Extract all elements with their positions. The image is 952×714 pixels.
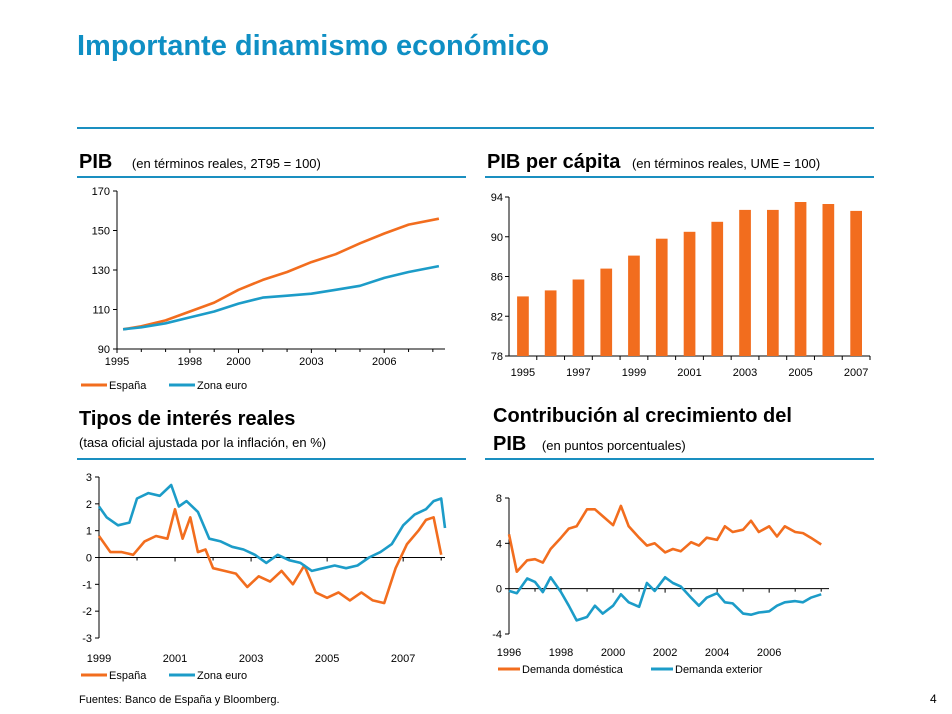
contrib-x-tick-label: 1998 <box>549 647 573 659</box>
pib-x-tick-label: 1998 <box>178 356 202 368</box>
contrib-x-tick-label: 2002 <box>653 647 677 659</box>
pib-pc-bar <box>544 290 557 356</box>
pib-pc-x-tick-label: 2005 <box>788 367 812 379</box>
pib-pc-subtitle: (en términos reales, UME = 100) <box>631 156 821 171</box>
pib-panel-title: PIB (en términos reales, 2T95 = 100) <box>79 151 321 174</box>
tipos-x-tick-label: 2001 <box>163 653 187 665</box>
tipos-y-tick-label: -3 <box>82 633 92 645</box>
pib-pc-title: PIB per cápita <box>487 151 621 173</box>
tipos-y-tick-label: 1 <box>86 526 92 538</box>
tipos-title: Tipos de interés reales <box>79 408 296 430</box>
tipos-x-tick-label: 2005 <box>315 653 339 665</box>
pib-x-tick-label: 1995 <box>105 356 129 368</box>
pib-pc-bar <box>517 296 529 356</box>
contrib-x-tick-label: 2004 <box>705 647 729 659</box>
pib-subtitle: (en términos reales, 2T95 = 100) <box>131 156 321 171</box>
pib-pc-bar <box>711 221 724 356</box>
pib-pc-x-tick-label: 2001 <box>677 367 701 379</box>
contrib-series-b-line <box>508 575 822 622</box>
contrib-divider <box>485 458 874 460</box>
pib-pc-y-tick-label: 78 <box>491 351 503 363</box>
contrib-x-tick-label: 1996 <box>497 647 521 659</box>
pib-y-tick-label: 110 <box>92 305 110 317</box>
pib-pc-y-tick-label: 90 <box>491 232 503 244</box>
tipos-y-tick-label: -1 <box>82 579 92 591</box>
contrib-y-tick-label: 0 <box>496 584 502 596</box>
pib-pc-bar <box>822 204 835 356</box>
pib-y-tick-label: 170 <box>92 186 110 198</box>
pib-y-tick-label: 130 <box>92 265 110 277</box>
pib-pc-x-tick-label: 2003 <box>733 367 757 379</box>
pib-pc-y-tick-label: 86 <box>491 272 503 284</box>
pib-pc-bar <box>572 279 585 356</box>
pib-divider <box>77 176 466 178</box>
pib-pc-x-tick-label: 2007 <box>844 367 868 379</box>
tipos-x-tick-label: 1999 <box>87 653 111 665</box>
pib-series-b-line <box>122 264 440 331</box>
tipos-legend-label: Zona euro <box>197 670 247 682</box>
contrib-legend-label: Demanda doméstica <box>522 664 624 676</box>
pib-x-tick-label: 2006 <box>372 356 396 368</box>
contrib-title-line2: PIB (en puntos porcentuales) <box>493 433 686 456</box>
pib-pc-bar <box>794 202 807 356</box>
page-title: Importante dinamismo económico <box>77 30 550 62</box>
pib-y-tick-label: 150 <box>92 226 110 238</box>
tipos-legend-label: España <box>109 670 147 682</box>
pib-pc-bar <box>850 210 862 356</box>
tipos-series-a-line <box>97 507 443 605</box>
contrib-legend-label: Demanda exterior <box>675 664 763 676</box>
contrib-y-tick-label: 8 <box>496 493 502 505</box>
pib-legend-label: Zona euro <box>197 380 247 392</box>
tipos-subtitle: (tasa oficial ajustada por la inflación,… <box>79 435 327 450</box>
pib-legend-label: España <box>109 380 147 392</box>
title-divider <box>77 127 874 129</box>
source-note: Fuentes: Banco de España y Bloomberg. <box>79 694 280 706</box>
tipos-y-tick-label: 2 <box>86 499 92 511</box>
pib-pc-bar <box>600 268 613 356</box>
pib-pc-panel-title: PIB per cápita (en términos reales, UME … <box>487 151 820 174</box>
tipos-y-tick-label: 0 <box>86 553 92 565</box>
pib-pc-bar <box>683 231 696 356</box>
contrib-y-tick-label: 4 <box>496 538 502 550</box>
pib-pc-y-tick-label: 94 <box>491 192 503 204</box>
tipos-y-tick-label: 3 <box>86 472 92 484</box>
pib-x-tick-label: 2000 <box>226 356 250 368</box>
pib-pc-x-tick-label: 1999 <box>622 367 646 379</box>
contrib-y-tick-label: -4 <box>492 629 502 641</box>
tipos-divider <box>77 458 466 460</box>
tipos-y-tick-label: -2 <box>82 606 92 618</box>
pib-pc-bar <box>767 209 779 356</box>
pib-pc-bar <box>655 238 668 356</box>
pib-pc-x-tick-label: 1995 <box>511 367 535 379</box>
contrib-title-line1: Contribución al crecimiento del <box>493 405 792 427</box>
contrib-x-tick-label: 2006 <box>757 647 781 659</box>
tipos-x-tick-label: 2003 <box>239 653 263 665</box>
contrib-title-pib: PIB <box>493 433 527 455</box>
pib-pc-divider <box>485 176 874 178</box>
pib-x-tick-label: 2003 <box>299 356 323 368</box>
contrib-series-a-line <box>507 504 822 574</box>
tipos-x-tick-label: 2007 <box>391 653 415 665</box>
pib-pc-bar <box>628 255 640 356</box>
pib-series-a-line <box>122 217 440 331</box>
pib-y-tick-label: 90 <box>98 344 110 356</box>
contrib-x-tick-label: 2000 <box>601 647 625 659</box>
pib-pc-bar <box>739 209 751 356</box>
pib-pc-x-tick-label: 1997 <box>566 367 590 379</box>
pib-pc-y-tick-label: 82 <box>491 311 503 323</box>
contrib-subtitle: (en puntos porcentuales) <box>541 438 686 453</box>
page-number: 4 <box>930 692 937 706</box>
pib-title: PIB <box>79 151 113 173</box>
tipos-series-b-line <box>97 483 447 573</box>
